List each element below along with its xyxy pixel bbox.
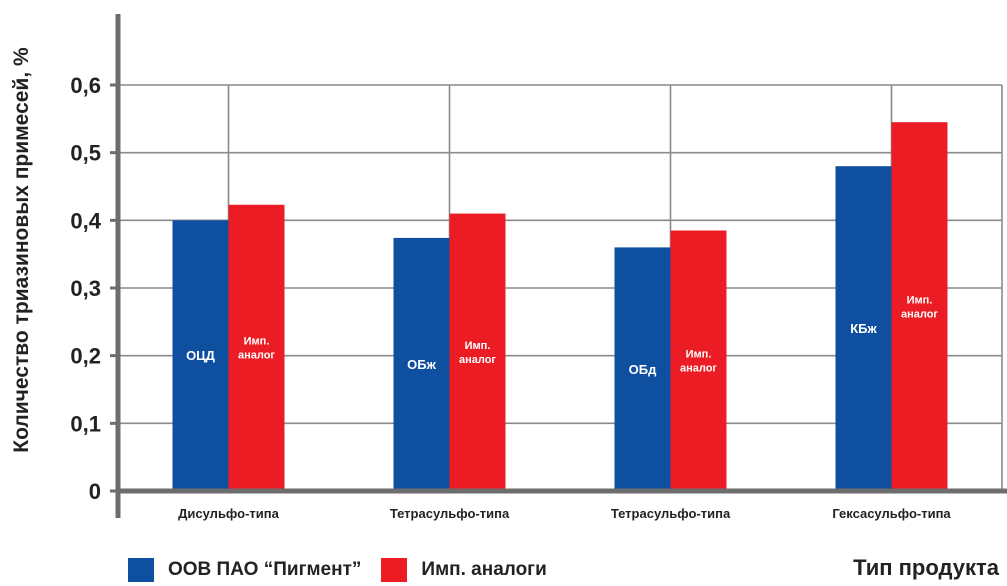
legend-label-pigment: ООВ ПАО “Пигмент” [168,559,362,580]
y-axis-title-wrap: Количество триазиновых примесей, % [4,0,40,500]
bar-pigment [614,247,671,491]
legend: ООВ ПАО “Пигмент” Имп. аналоги [128,558,547,582]
legend-item-imported: Имп. аналоги [381,558,547,582]
bar-label: аналог [680,363,717,375]
y-axis-title: Количество триазиновых примесей, % [10,47,33,453]
bar-label: аналог [459,354,496,366]
bar-label: аналог [238,350,275,362]
bar-imported [670,230,727,491]
bar-label: Имп. [244,336,270,348]
legend-item-pigment: ООВ ПАО “Пигмент” [128,558,361,582]
x-tick-label: Гексасульфо-типа [832,506,951,521]
bar-label: Имп. [907,294,933,306]
bar-label: ОБж [407,357,436,372]
legend-swatch-red [381,558,408,582]
bar-pigment [393,237,450,491]
bar-imported [449,213,506,492]
legend-swatch-blue [128,558,154,582]
x-tick-label: Дисульфо-типа [178,506,279,521]
y-tick-label: 0,2 [70,344,101,369]
y-tick-label: 0,1 [70,411,101,436]
bar-imported [891,122,948,491]
y-tick-label: 0,6 [70,73,101,98]
y-tick-label: 0,4 [70,208,101,233]
bar-label: Имп. [465,340,491,352]
bar-pigment [172,220,229,492]
bar-label: Имп. [686,349,712,361]
legend-label-imported: Имп. аналоги [421,559,547,580]
x-tick-label: Тетрасульфо-типа [611,506,731,521]
bar-label: аналог [901,308,938,320]
y-tick-label: 0,3 [70,276,101,301]
bar-label: КБж [850,321,877,336]
bar-label: ОБд [629,362,657,377]
bar-pigment [835,166,892,491]
x-tick-label: Тетрасульфо-типа [390,506,510,521]
y-tick-label: 0,5 [70,141,101,166]
x-axis-title: Тип продукта [853,555,999,580]
bar-label: ОЦД [186,348,216,363]
y-tick-label: 0 [89,479,101,504]
bar-imported [228,204,285,491]
